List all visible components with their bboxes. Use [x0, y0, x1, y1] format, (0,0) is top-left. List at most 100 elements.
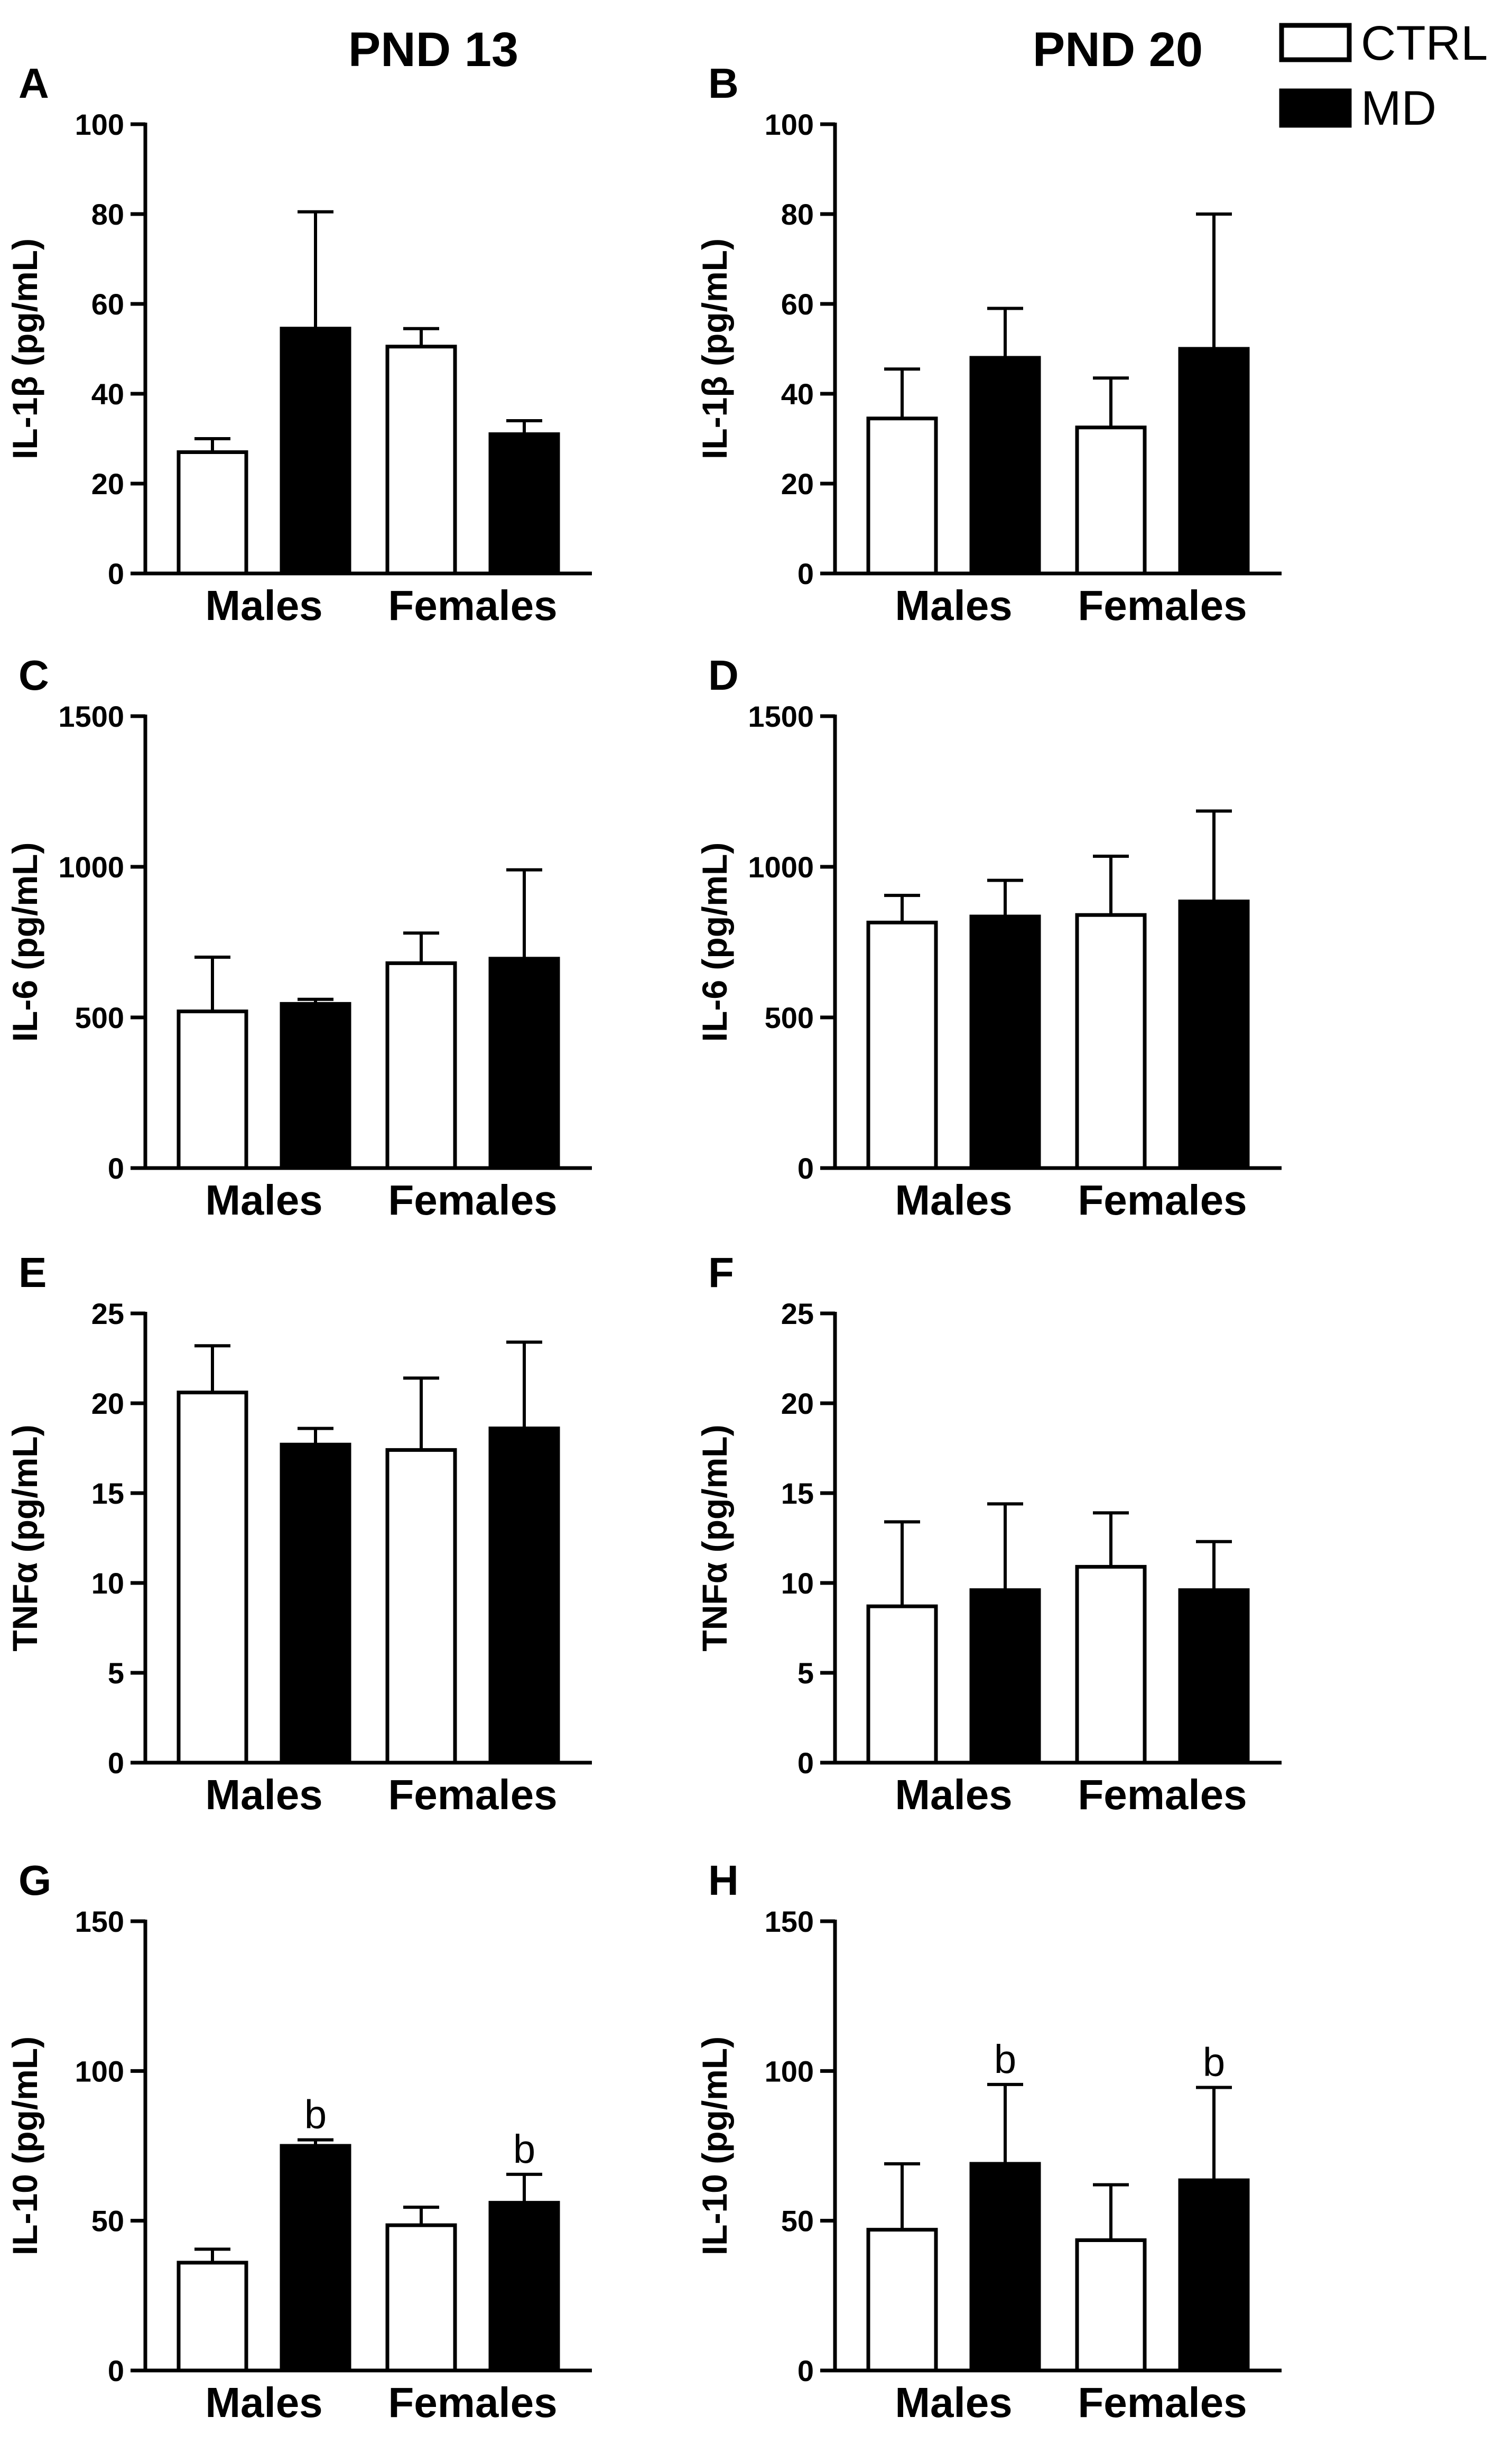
legend-label-ctrl: CTRL [1361, 16, 1488, 70]
panel-b-x-label-males: Males [895, 582, 1012, 629]
panel-d-bar-ctrl-females [1075, 913, 1147, 1170]
panel-b-y-tick-label: 40 [781, 377, 814, 411]
column-title-pnd13: PND 13 [348, 23, 518, 77]
panel-a-y-tick-label: 60 [91, 288, 124, 321]
panel-b-bar-md-males [969, 356, 1041, 576]
panel-h: H IL-10 (pg/mL) 0 50 100 150 b b Males Females [695, 1857, 1282, 2426]
panel-e-y-tick-label: 0 [108, 1746, 124, 1780]
panel-h-x-label-males: Males [895, 2379, 1012, 2426]
panel-g-y-axis-title: IL-10 (pg/mL) [5, 2036, 44, 2255]
panel-f-y-axis-title: TNFα (pg/mL) [695, 1424, 734, 1651]
column-title-pnd20: PND 20 [1033, 23, 1203, 77]
panel-a-y-tick-label: 80 [91, 198, 124, 231]
panel-d-x-label-males: Males [895, 1177, 1012, 1224]
panel-f-bar-ctrl-males [866, 1604, 938, 1765]
panel-f-x-label-females: Females [1078, 1771, 1247, 1818]
panel-a: A IL-1β (pg/mL) 0 20 40 60 80 100 Males Females [5, 60, 592, 629]
panel-c-x-label-females: Females [388, 1177, 557, 1224]
panel-f-y-tick-label: 15 [781, 1477, 814, 1510]
panel-f-y-tick-label: 5 [797, 1656, 814, 1690]
panel-a-y-tick-label: 40 [91, 377, 124, 411]
panel-g-significance-label: b [513, 2127, 535, 2172]
panel-c-bar-md-males [280, 1002, 351, 1170]
panel-a-bar-md-males [280, 327, 351, 576]
panel-c-y-tick-label: 0 [108, 1152, 124, 1185]
panel-g: G IL-10 (pg/mL) 0 50 100 150 b b Males Females [5, 1857, 592, 2426]
panel-a-y-tick-label: 100 [75, 108, 124, 141]
panel-h-y-tick-label: 0 [797, 2354, 814, 2387]
panel-e-letter: E [18, 1249, 47, 1296]
panel-d-letter: D [708, 652, 739, 699]
panel-g-bar-ctrl-males [177, 2261, 248, 2373]
panel-e-y-tick-label: 10 [91, 1567, 124, 1600]
panel-h-bar-ctrl-males [866, 2228, 938, 2373]
panel-c-y-tick-label: 1000 [58, 850, 124, 884]
panel-c-bar-md-females [488, 957, 560, 1170]
panel-a-y-axis-title: IL-1β (pg/mL) [5, 238, 44, 459]
panel-e-bar-ctrl-females [385, 1448, 457, 1765]
legend-label-md: MD [1361, 81, 1436, 135]
panel-c-x-label-males: Males [205, 1177, 322, 1224]
legend-swatch-ctrl [1279, 23, 1352, 62]
panel-c-letter: C [18, 652, 49, 699]
panel-h-y-tick-label: 150 [765, 1905, 814, 1938]
panel-d-bar-ctrl-males [866, 920, 938, 1170]
panel-e-y-tick-label: 15 [91, 1477, 124, 1510]
panel-e: E TNFα (pg/mL) 0 5 10 15 20 25 Males Females [5, 1249, 592, 1818]
panel-d-y-tick-label: 1500 [748, 700, 814, 733]
panel-f-x-label-males: Males [895, 1771, 1012, 1818]
panel-f-bar-md-females [1178, 1588, 1250, 1765]
panel-b-x-label-females: Females [1078, 582, 1247, 629]
panel-b-y-tick-label: 60 [781, 288, 814, 321]
panel-h-x-label-females: Females [1078, 2379, 1247, 2426]
panel-f-y-tick-label: 0 [797, 1746, 814, 1780]
panel-h-y-tick-label: 100 [765, 2054, 814, 2088]
legend: CTRL MD [1279, 16, 1488, 135]
panel-g-significance-label: b [304, 2092, 327, 2137]
panel-d-y-tick-label: 1000 [748, 850, 814, 884]
panel-e-y-tick-label: 25 [91, 1297, 124, 1330]
panel-e-x-label-females: Females [388, 1771, 557, 1818]
panel-c-y-axis-title: IL-6 (pg/mL) [5, 842, 44, 1042]
panel-d-x-label-females: Females [1078, 1177, 1247, 1224]
panel-g-letter: G [18, 1857, 51, 1904]
panel-h-letter: H [708, 1857, 739, 1904]
panel-g-bar-md-females [488, 2201, 560, 2373]
panel-a-letter: A [18, 60, 49, 107]
panel-d-y-axis-title: IL-6 (pg/mL) [695, 842, 734, 1042]
legend-swatch-md [1279, 88, 1352, 128]
panel-a-bar-ctrl-males [177, 450, 248, 576]
panel-b-letter: B [708, 60, 739, 107]
panel-b-bar-ctrl-females [1075, 425, 1147, 576]
panel-h-bar-ctrl-females [1075, 2238, 1147, 2373]
panel-c-bar-ctrl-females [385, 961, 457, 1170]
panel-f-bar-md-males [969, 1588, 1041, 1765]
panel-f-y-tick-label: 10 [781, 1567, 814, 1600]
panel-f-letter: F [708, 1249, 734, 1296]
panel-b: B IL-1β (pg/mL) 0 20 40 60 80 100 Males Females [695, 60, 1282, 629]
panel-e-x-label-males: Males [205, 1771, 322, 1818]
panel-d-y-tick-label: 0 [797, 1152, 814, 1185]
panel-f: F TNFα (pg/mL) 0 5 10 15 20 25 Males Females [695, 1249, 1282, 1818]
panel-g-y-tick-label: 0 [108, 2354, 124, 2387]
panel-a-y-tick-label: 20 [91, 467, 124, 501]
panel-g-x-label-males: Males [205, 2379, 322, 2426]
panel-e-bar-ctrl-males [177, 1391, 248, 1765]
panel-g-bar-ctrl-females [385, 2223, 457, 2373]
panel-h-significance-label: b [1203, 2040, 1225, 2085]
panel-c: C IL-6 (pg/mL) 0 500 1000 1500 Males Females [5, 652, 592, 1224]
panel-b-y-axis-title: IL-1β (pg/mL) [695, 238, 734, 459]
panel-c-y-tick-label: 500 [75, 1001, 124, 1034]
panel-c-y-tick-label: 1500 [58, 700, 124, 733]
panel-g-y-tick-label: 150 [75, 1905, 124, 1938]
panel-d-y-tick-label: 500 [765, 1001, 814, 1034]
panel-h-bar-md-females [1178, 2178, 1250, 2373]
panel-h-significance-label: b [994, 2037, 1016, 2082]
panel-h-y-tick-label: 50 [781, 2205, 814, 2238]
panel-b-y-tick-label: 20 [781, 467, 814, 501]
panel-g-y-tick-label: 100 [75, 2054, 124, 2088]
panel-b-bar-md-females [1178, 347, 1250, 576]
